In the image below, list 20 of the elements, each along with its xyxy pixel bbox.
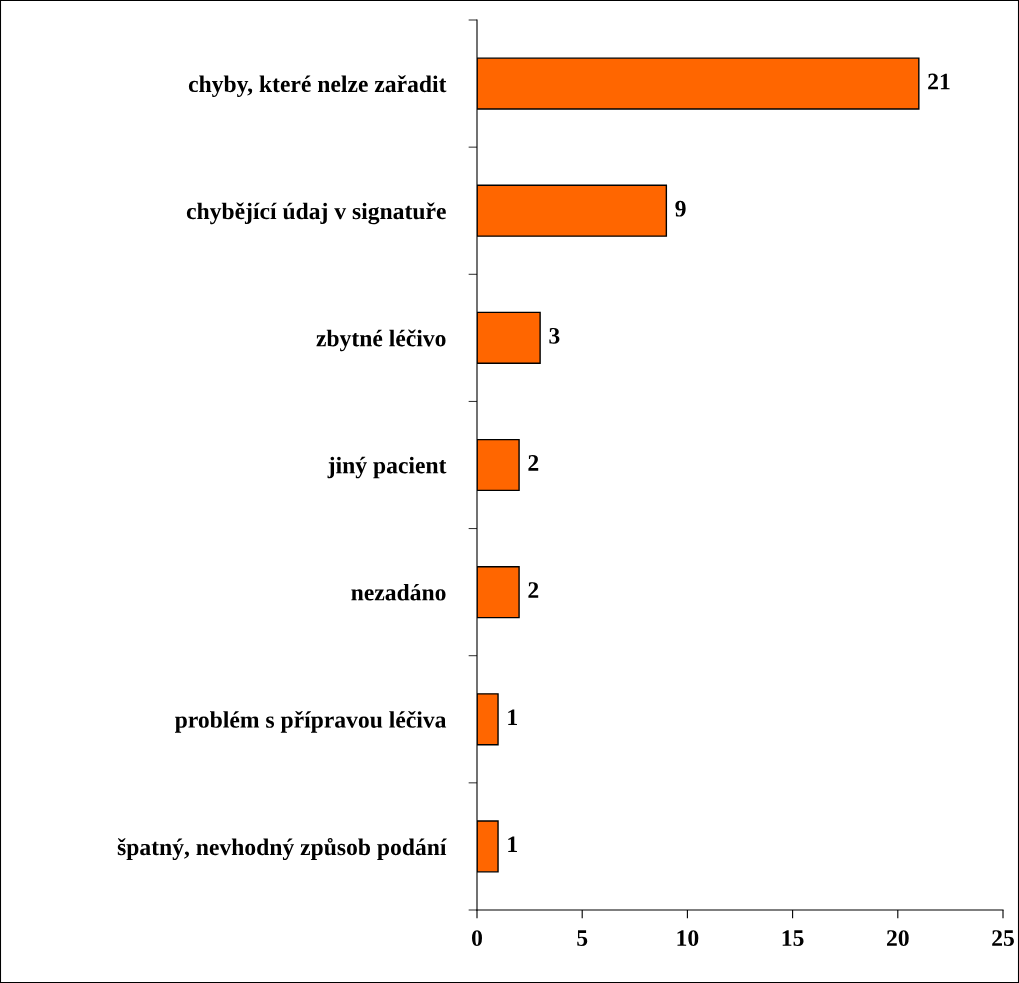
x-tick-label: 20 <box>886 930 909 947</box>
y-tick-label: problém s přípravou léčiva <box>174 710 447 733</box>
data-label: 3 <box>549 327 560 344</box>
x-tick-label: 25 <box>992 930 1014 947</box>
data-label: 1 <box>508 836 517 853</box>
data-label: 1 <box>508 709 517 725</box>
y-tick-label: zbytné léčivo <box>316 329 446 352</box>
x-tick-label: 0 <box>472 930 482 947</box>
y-tick-label: chybějící údaj v signatuře <box>186 202 446 225</box>
x-tick-label: 15 <box>782 930 804 947</box>
y-tick-label: špatný, nevhodný způsob podání <box>117 837 447 861</box>
data-label: 2 <box>528 582 539 598</box>
data-label: 9 <box>675 200 686 217</box>
y-tick-label: nezadáno <box>351 583 446 601</box>
data-label: 2 <box>528 455 539 471</box>
x-tick-label: 10 <box>677 930 699 947</box>
x-tick-label: 5 <box>577 930 588 947</box>
data-label: 21 <box>928 73 950 90</box>
y-tick-label: chyby, které nelze zařadit <box>188 75 447 97</box>
y-tick-label: jiný pacient <box>327 456 447 479</box>
